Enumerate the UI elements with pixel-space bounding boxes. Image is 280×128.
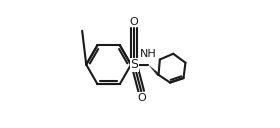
Text: O: O [137,93,146,103]
Text: S: S [130,58,138,71]
Text: NH: NH [140,49,157,59]
Text: O: O [130,17,139,27]
